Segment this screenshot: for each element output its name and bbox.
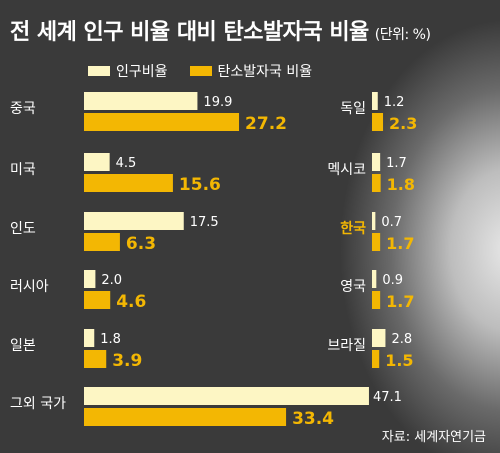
country-label-중국: 중국 xyxy=(10,101,36,117)
value-footprint-영국: 1.7 xyxy=(386,292,414,311)
country-label-멕시코: 멕시코 xyxy=(327,162,366,178)
unit-note: (단위: %) xyxy=(374,27,431,43)
legend-item-population: 인구비율 xyxy=(88,61,168,81)
country-label-러시아: 러시아 xyxy=(10,279,49,295)
value-footprint-일본: 3.9 xyxy=(112,351,142,371)
value-footprint-브라질: 1.5 xyxy=(385,351,413,370)
bar-footprint-독일 xyxy=(372,113,384,131)
source-credit: 자료: 세계자연기금 xyxy=(381,430,486,445)
value-footprint-한국: 1.7 xyxy=(386,234,414,253)
value-population-영국: 0.9 xyxy=(382,273,403,288)
value-population-일본: 1.8 xyxy=(100,332,121,347)
bar-population-러시아 xyxy=(84,270,96,288)
value-footprint-인도: 6.3 xyxy=(126,234,156,254)
bar-population-미국 xyxy=(84,153,110,171)
value-population-미국: 4.5 xyxy=(116,156,137,171)
value-population-중국: 19.9 xyxy=(203,95,232,110)
legend: 인구비율 탄소발자국 비율 xyxy=(88,61,334,81)
value-population-브라질: 2.8 xyxy=(391,332,412,347)
legend-label-population: 인구비율 xyxy=(116,64,168,80)
bar-population-멕시코 xyxy=(372,153,381,171)
bar-population-한국 xyxy=(372,212,376,230)
value-footprint-독일: 2.3 xyxy=(389,114,417,133)
bar-footprint-멕시코 xyxy=(372,174,381,192)
country-label-영국: 영국 xyxy=(340,279,366,295)
bar-population-인도 xyxy=(84,212,184,230)
country-label-독일: 독일 xyxy=(340,101,366,117)
bar-footprint-러시아 xyxy=(84,291,111,309)
bar-footprint-한국 xyxy=(372,233,381,251)
legend-swatch-population xyxy=(88,66,110,76)
bar-population-브라질 xyxy=(372,329,386,347)
bar-footprint-그외-국가 xyxy=(84,408,287,426)
country-label-그외-국가: 그외 국가 xyxy=(10,396,66,412)
value-footprint-러시아: 4.6 xyxy=(116,292,146,312)
bar-footprint-중국 xyxy=(84,113,240,131)
legend-item-footprint: 탄소발자국 비율 xyxy=(189,61,313,81)
country-label-인도: 인도 xyxy=(10,221,36,237)
country-label-일본: 일본 xyxy=(10,338,36,354)
value-footprint-중국: 27.2 xyxy=(245,114,287,134)
chart-title-text: 전 세계 인구 비율 대비 탄소발자국 비율 xyxy=(10,20,369,45)
value-population-멕시코: 1.7 xyxy=(386,156,407,171)
value-population-한국: 0.7 xyxy=(381,215,402,230)
legend-swatch-footprint xyxy=(189,66,212,76)
country-label-브라질: 브라질 xyxy=(327,338,366,354)
bar-footprint-인도 xyxy=(84,233,120,251)
value-population-독일: 1.2 xyxy=(384,95,405,110)
chart-title: 전 세계 인구 비율 대비 탄소발자국 비율 (단위: %) xyxy=(10,14,431,46)
value-population-그외-국가: 47.1 xyxy=(373,390,402,405)
country-label-한국: 한국 xyxy=(340,221,366,237)
bar-footprint-브라질 xyxy=(372,350,380,368)
value-population-러시아: 2.0 xyxy=(101,273,122,288)
bar-footprint-영국 xyxy=(372,291,381,309)
bar-footprint-일본 xyxy=(84,350,107,368)
value-population-인도: 17.5 xyxy=(190,215,219,230)
value-footprint-미국: 15.6 xyxy=(179,175,221,195)
value-footprint-그외-국가: 33.4 xyxy=(292,409,334,429)
country-label-미국: 미국 xyxy=(10,162,36,178)
legend-label-footprint: 탄소발자국 비율 xyxy=(217,64,313,80)
bar-population-독일 xyxy=(372,92,378,110)
bar-footprint-미국 xyxy=(84,174,173,192)
value-footprint-멕시코: 1.8 xyxy=(387,175,415,194)
bar-population-그외-국가 xyxy=(84,387,369,405)
bar-population-일본 xyxy=(84,329,95,347)
bar-population-영국 xyxy=(372,270,377,288)
bar-population-중국 xyxy=(84,92,198,110)
